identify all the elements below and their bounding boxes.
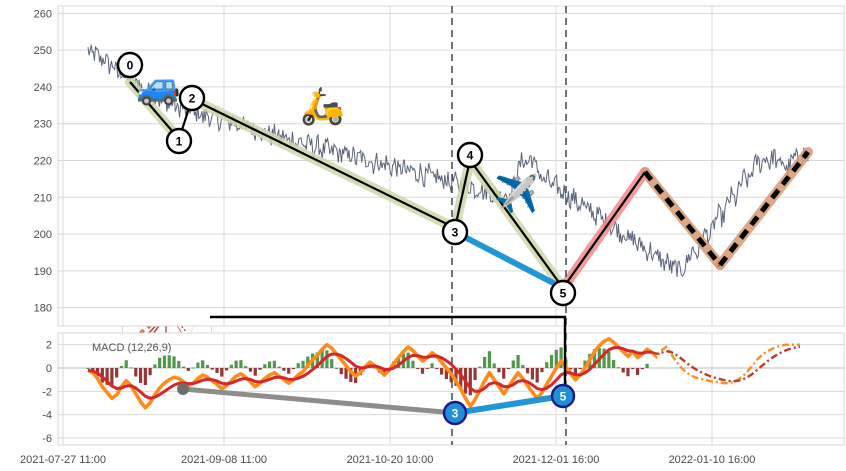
y-axis-labels-macd: 2 0 -2 -4 -6 — [42, 340, 52, 445]
svg-text:0: 0 — [46, 363, 52, 375]
pattern-markers-macd[interactable]: 35 — [442, 383, 576, 426]
airplane-emoji: ✈️ — [494, 173, 539, 214]
inset-connector — [210, 315, 567, 392]
svg-text:4: 4 — [467, 149, 474, 163]
svg-text:-4: -4 — [42, 410, 52, 422]
marker-4[interactable]: 4 — [456, 141, 484, 169]
svg-text:200: 200 — [34, 229, 52, 241]
marker-1[interactable]: 1 — [165, 127, 193, 155]
marker-2[interactable]: 2 — [178, 84, 206, 112]
svg-text:180: 180 — [34, 303, 52, 315]
svg-text:210: 210 — [34, 192, 52, 204]
price-line — [87, 44, 809, 278]
marker-5[interactable]: 5 — [549, 279, 577, 307]
svg-text:190: 190 — [34, 266, 52, 278]
macd-plot-area — [57, 332, 845, 446]
trend-lines — [129, 81, 810, 289]
svg-text:2021-09-08 11:00: 2021-09-08 11:00 — [181, 454, 267, 466]
svg-text:2022-01-10 16:00: 2022-01-10 16:00 — [669, 454, 756, 466]
x-axis-labels: 2021-07-27 11:00 2021-09-08 11:00 2021-10-… — [20, 454, 755, 466]
marker-0[interactable]: 0 — [116, 51, 144, 79]
macd-seg-3-5 — [452, 393, 566, 416]
macd-gray-dot — [177, 383, 189, 395]
svg-text:220: 220 — [34, 155, 52, 167]
svg-text:2021-07-27 11:00: 2021-07-27 11:00 — [20, 454, 106, 466]
svg-text:-2: -2 — [42, 386, 52, 398]
svg-text:2021-10-20 10:00: 2021-10-20 10:00 — [347, 454, 434, 466]
y-axis-labels-main: 260 250 240 230 220 210 200 190 180 — [34, 8, 52, 314]
svg-text:2021-12-01 16:00: 2021-12-01 16:00 — [513, 454, 600, 466]
marker-3[interactable]: 3 — [441, 218, 469, 246]
svg-text:230: 230 — [34, 119, 52, 131]
scooter-emoji: 🛵 — [300, 85, 345, 126]
pattern-markers-main[interactable]: 0 1 2 3 4 5 — [116, 51, 577, 307]
svg-text:1: 1 — [176, 135, 183, 149]
svg-text:5: 5 — [560, 390, 567, 404]
macd-marker-3[interactable]: 3 — [442, 400, 468, 426]
macd-signal-forecast-line — [651, 345, 801, 383]
car-emoji: 🚙 — [136, 65, 181, 106]
svg-text:240: 240 — [34, 82, 52, 94]
svg-text:2: 2 — [189, 92, 196, 106]
main-plot-area — [57, 5, 845, 327]
svg-text:3: 3 — [452, 226, 459, 240]
svg-text:0: 0 — [127, 59, 134, 73]
macd-forecast-line — [651, 343, 800, 385]
macd-gray-trend — [180, 386, 458, 416]
macd-line — [87, 337, 653, 410]
svg-text:-6: -6 — [42, 433, 52, 445]
svg-text:2: 2 — [46, 340, 52, 352]
svg-text:5: 5 — [560, 287, 567, 301]
macd-indicator-label: MACD (12,26,9) — [92, 342, 171, 354]
blue-trend-segment-3-5 — [452, 229, 566, 291]
svg-text:260: 260 — [34, 8, 52, 20]
svg-text:250: 250 — [34, 45, 52, 57]
svg-text:3: 3 — [452, 407, 459, 421]
macd-signal-line — [87, 346, 652, 400]
macd-marker-5[interactable]: 5 — [550, 383, 576, 409]
